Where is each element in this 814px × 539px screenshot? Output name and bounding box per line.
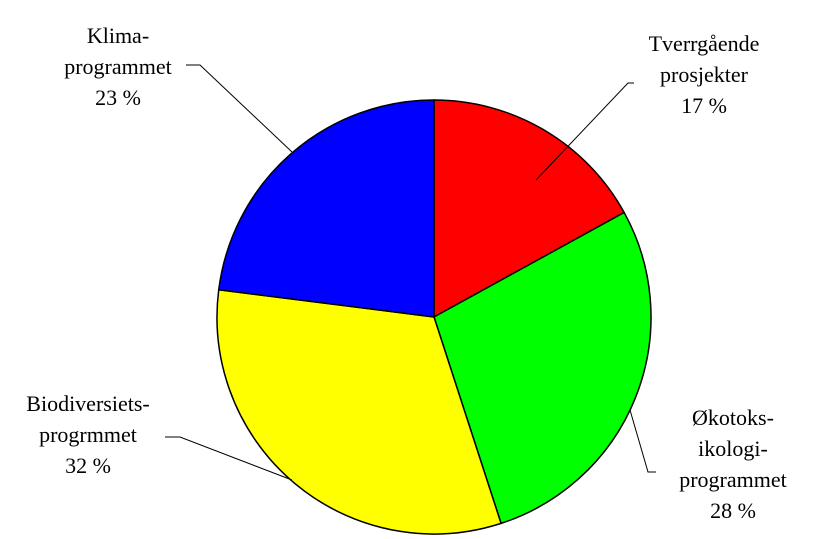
slice-tverrgaende xyxy=(433,99,625,318)
leader-okotoks xyxy=(629,409,656,473)
slice-klima xyxy=(217,99,435,318)
slice-okotoks xyxy=(433,211,652,525)
label-biodiversiets-line-2: progrmmet xyxy=(39,422,137,447)
leader-lines xyxy=(165,64,656,481)
label-okotoks-value: 28 % xyxy=(710,498,756,523)
label-biodiversiets: Biodiversiets- progrmmet 32 % xyxy=(0,388,176,481)
label-tverrgaende-line-2: prosjekter xyxy=(660,62,748,87)
label-biodiversiets-value: 32 % xyxy=(65,453,111,478)
label-klima-line-1: Klima- xyxy=(86,23,150,48)
label-tverrgaende-value: 17 % xyxy=(681,93,727,118)
leader-tverrgaende xyxy=(535,82,634,181)
label-klima-value: 23 % xyxy=(95,85,141,110)
label-klima-line-2: programmet xyxy=(64,54,172,79)
label-okotoks-line-1: Økotoks- xyxy=(692,405,774,430)
label-klima: Klima- programmet 23 % xyxy=(40,20,196,113)
label-tverrgaende-line-1: Tverrgående xyxy=(648,31,760,56)
label-biodiversiets-line-1: Biodiversiets- xyxy=(26,391,150,416)
leader-biodiversiets xyxy=(165,436,293,481)
slice-biodiversiets xyxy=(216,289,502,535)
leader-klima xyxy=(186,64,293,153)
label-tverrgaende: Tverrgående prosjekter 17 % xyxy=(614,28,794,121)
label-okotoks: Økotoks- ikologi- programmet 28 % xyxy=(652,402,814,526)
label-okotoks-line-2: ikologi- xyxy=(698,436,768,461)
pie-slices xyxy=(216,99,652,535)
label-okotoks-line-3: programmet xyxy=(679,467,787,492)
